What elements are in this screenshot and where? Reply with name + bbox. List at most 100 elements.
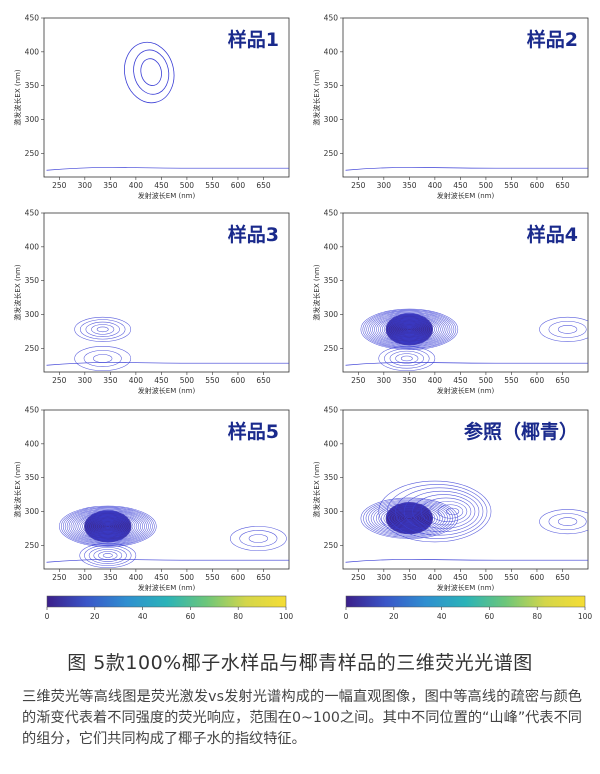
x-axis-label: 发射波长EM (nm) <box>138 386 196 395</box>
colorbar-tick-label: 100 <box>279 612 294 621</box>
y-tick-label: 300 <box>25 507 40 516</box>
x-tick-label: 450 <box>154 376 169 385</box>
eem-contour-figure: 250 300 350 400 450 500 550 600 6502503003504004… <box>13 14 593 622</box>
x-tick-label: 450 <box>154 573 169 582</box>
x-tick-label: 500 <box>180 376 195 385</box>
x-tick-label: 600 <box>530 573 545 582</box>
contour-peak-2 <box>74 346 132 371</box>
x-tick-label: 400 <box>428 573 443 582</box>
x-tick-label: 450 <box>154 181 169 190</box>
x-axis-label: 发射波长EM (nm) <box>437 583 495 592</box>
x-tick-label: 350 <box>402 376 417 385</box>
y-axis-label: 激发波长EX (nm) <box>312 69 321 125</box>
x-tick-label: 300 <box>78 376 93 385</box>
y-tick-label: 450 <box>25 14 40 23</box>
x-tick-label: 650 <box>256 376 271 385</box>
colorbar-tick-label: 0 <box>344 612 349 621</box>
x-tick-label: 250 <box>351 181 366 190</box>
figure-caption-body: 三维荧光等高线图是荧光激发vs发射光谱构成的一幅直观图像，图中等高线的疏密与颜色… <box>22 689 582 747</box>
colorbar-tick-label: 100 <box>578 612 593 621</box>
colorbar-tick-label: 40 <box>138 612 148 621</box>
colorbar-tick-label: 80 <box>233 612 243 621</box>
contour-peak-1 <box>74 316 132 342</box>
x-tick-label: 350 <box>402 181 417 190</box>
x-tick-label: 600 <box>530 181 545 190</box>
contour-baseline <box>46 167 289 171</box>
y-tick-label: 300 <box>324 507 339 516</box>
panel-title: 样品5 <box>228 420 279 443</box>
x-tick-label: 650 <box>555 376 570 385</box>
contour-peak-2 <box>79 543 137 568</box>
y-tick-label: 300 <box>324 115 339 124</box>
contour-baseline <box>345 167 588 171</box>
x-tick-label: 250 <box>351 573 366 582</box>
plot-area <box>342 409 589 570</box>
x-axis-label: 发射波长EM (nm) <box>437 386 495 395</box>
x-tick-label: 500 <box>180 181 195 190</box>
y-tick-label: 450 <box>25 406 40 415</box>
y-axis-label: 激发波长EX (nm) <box>13 264 22 320</box>
contour-peak-2 <box>378 346 436 371</box>
y-tick-label: 250 <box>324 541 339 550</box>
y-tick-label: 300 <box>25 115 40 124</box>
x-tick-label: 650 <box>555 573 570 582</box>
x-tick-label: 300 <box>78 573 93 582</box>
y-tick-label: 450 <box>324 406 339 415</box>
y-axis-label: 激发波长EX (nm) <box>312 461 321 517</box>
x-tick-label: 550 <box>504 573 519 582</box>
x-tick-label: 600 <box>231 376 246 385</box>
x-tick-label: 300 <box>377 376 392 385</box>
x-tick-label: 650 <box>555 181 570 190</box>
y-tick-label: 400 <box>25 439 40 448</box>
x-tick-label: 250 <box>52 181 67 190</box>
contour-peak-1 <box>360 308 459 350</box>
x-tick-label: 250 <box>52 573 67 582</box>
plot-area <box>43 17 290 178</box>
y-tick-label: 350 <box>324 276 339 285</box>
colorbar-tick-label: 80 <box>532 612 542 621</box>
colorbar-tick-label: 20 <box>389 612 399 621</box>
y-tick-label: 350 <box>25 473 40 482</box>
x-tick-label: 250 <box>351 376 366 385</box>
y-tick-label: 350 <box>324 473 339 482</box>
x-tick-label: 550 <box>205 181 220 190</box>
x-tick-label: 350 <box>103 181 118 190</box>
contour-peak-3 <box>539 509 588 535</box>
y-tick-label: 350 <box>25 276 40 285</box>
y-tick-label: 250 <box>25 344 40 353</box>
x-axis-label: 发射波长EM (nm) <box>138 191 196 200</box>
x-tick-label: 300 <box>78 181 93 190</box>
y-tick-label: 250 <box>25 541 40 550</box>
y-tick-label: 400 <box>25 242 40 251</box>
panel-title: 样品2 <box>527 28 578 51</box>
plot-area <box>43 212 290 373</box>
x-tick-label: 500 <box>180 573 195 582</box>
chart-panel-6: 250 300 350 400 450 500 550 600 6502503003504004… <box>312 406 593 622</box>
y-tick-label: 250 <box>25 149 40 158</box>
y-tick-label: 400 <box>25 47 40 56</box>
x-tick-label: 550 <box>205 573 220 582</box>
x-tick-label: 550 <box>504 181 519 190</box>
panel-title: 样品1 <box>228 28 279 51</box>
chart-panel-2: 250 300 350 400 450 500 550 600 650 250 300 350 400 4… <box>312 14 589 200</box>
chart-panel-5: 250 300 350 400 450 500 550 600 650 250 300 350 400 4… <box>13 406 293 622</box>
contour-peak-1 <box>124 41 175 104</box>
y-tick-label: 350 <box>324 81 339 90</box>
contour-baseline <box>345 559 588 563</box>
y-axis-label: 激发波长EX (nm) <box>13 69 22 125</box>
x-tick-label: 650 <box>256 573 271 582</box>
x-tick-label: 400 <box>129 376 144 385</box>
x-tick-label: 400 <box>129 573 144 582</box>
x-tick-label: 450 <box>453 376 468 385</box>
x-tick-label: 350 <box>103 573 118 582</box>
colorbar <box>345 595 586 608</box>
contour-baseline <box>345 362 588 366</box>
x-tick-label: 450 <box>453 573 468 582</box>
panel-title: 样品4 <box>527 223 578 246</box>
x-tick-label: 450 <box>453 181 468 190</box>
x-tick-label: 600 <box>231 573 246 582</box>
colorbar-tick-label: 20 <box>90 612 100 621</box>
y-tick-label: 300 <box>25 310 40 319</box>
x-tick-label: 600 <box>530 376 545 385</box>
contour-peak-3 <box>230 526 287 552</box>
